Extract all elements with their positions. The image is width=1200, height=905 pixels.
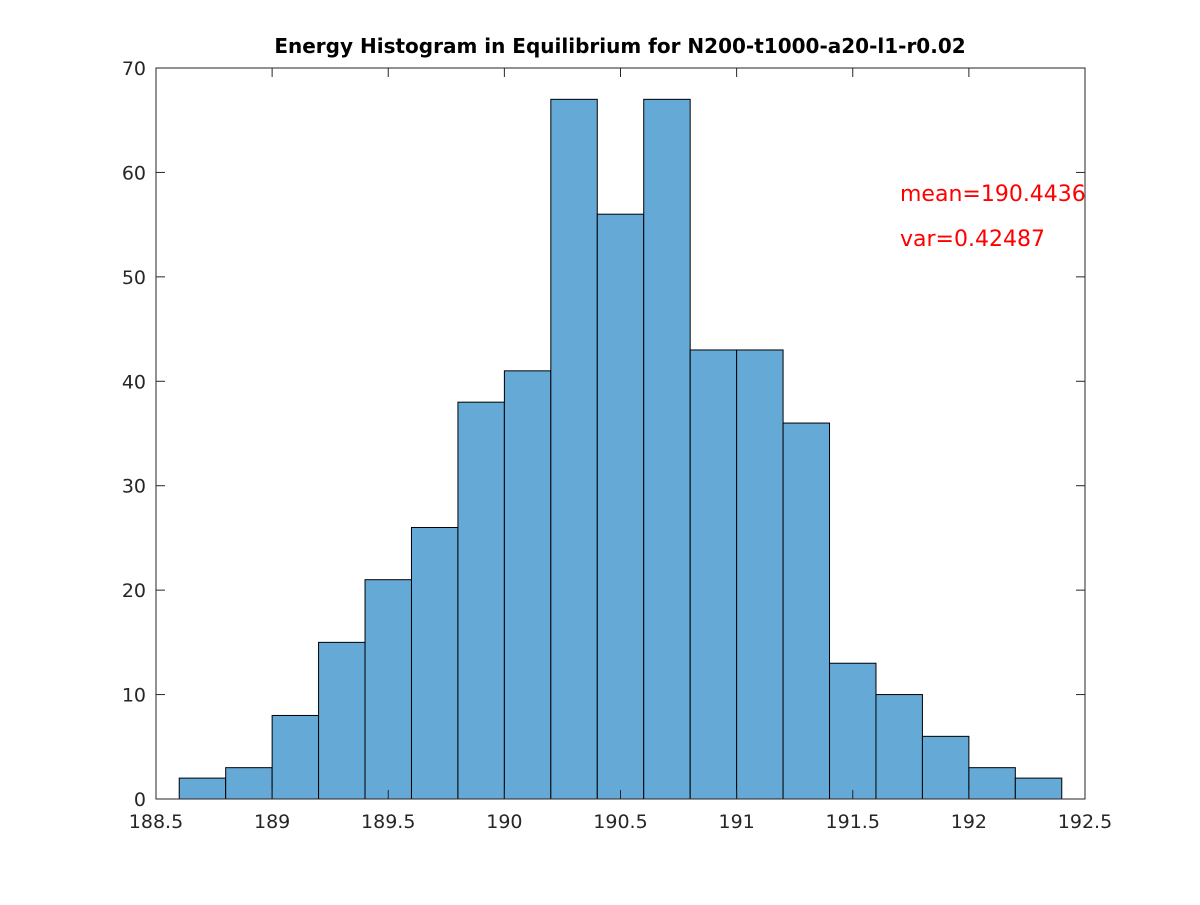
- y-tick-label: 20: [122, 580, 146, 602]
- histogram-bar: [968, 767, 1016, 800]
- histogram-bar: [829, 662, 877, 800]
- y-tick-label: 60: [122, 162, 146, 184]
- histogram-bar: [689, 349, 738, 800]
- x-tick-labels: 188.5 189 189.5 190 190.5 191 191.5 192 192.5: [129, 811, 1112, 833]
- mean-annotation: mean=190.4436: [900, 182, 1086, 207]
- histogram-bar: [550, 98, 598, 800]
- chart-title: Energy Histogram in Equilibrium for N200…: [274, 34, 965, 58]
- ticks-group: [155, 67, 1086, 800]
- y-tick-labels: 0 10 20 30 40 50 60 70: [122, 58, 146, 811]
- histogram-bar: [457, 401, 505, 800]
- histogram-bar: [225, 767, 273, 800]
- histogram-bar: [643, 98, 691, 800]
- histogram-bar: [736, 349, 784, 800]
- y-tick-label: 10: [122, 685, 146, 707]
- histogram-bar: [503, 370, 552, 800]
- histogram-bar: [596, 213, 645, 800]
- y-tick-label: 70: [122, 58, 146, 80]
- histogram-bar: [782, 422, 831, 800]
- x-tick-label: 192.5: [1058, 811, 1112, 833]
- y-tick-label: 50: [122, 267, 146, 289]
- x-tick-label: 191.5: [826, 811, 880, 833]
- histogram-bar: [410, 526, 459, 800]
- histogram-bar: [178, 777, 227, 800]
- y-tick-label: 40: [122, 371, 146, 393]
- histogram-bar: [921, 735, 970, 800]
- variance-annotation: var=0.42487: [900, 227, 1045, 252]
- x-tick-label: 190: [486, 811, 522, 833]
- x-tick-label: 189: [254, 811, 290, 833]
- histogram-bar: [875, 694, 923, 800]
- histogram-bar: [318, 641, 366, 800]
- x-tick-label: 190.5: [593, 811, 647, 833]
- histogram-bar: [1014, 777, 1063, 800]
- y-tick-label: 0: [134, 789, 146, 811]
- x-tick-label: 191: [718, 811, 754, 833]
- histogram-bar: [364, 579, 412, 800]
- bars-group: [178, 98, 1063, 800]
- histogram-bar: [271, 714, 320, 800]
- x-tick-label: 188.5: [129, 811, 183, 833]
- x-tick-label: 192: [951, 811, 987, 833]
- y-tick-label: 30: [122, 476, 146, 498]
- x-tick-label: 189.5: [361, 811, 415, 833]
